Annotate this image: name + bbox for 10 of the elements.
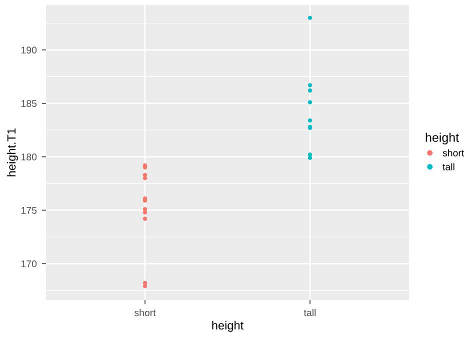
x-axis-title: height [426, 132, 459, 144]
y-tick-label: 180 [21, 154, 37, 160]
y-axis-title: height.T1 [6, 128, 18, 176]
y-tick-label: 190 [21, 46, 37, 54]
legend-title: height [212, 320, 244, 332]
legend-label: tall [442, 163, 454, 170]
legend-label: short [442, 149, 464, 156]
y-tick-label: 185 [21, 100, 37, 107]
y-tick-label: 175 [21, 207, 37, 214]
y-tick-label: 170 [21, 260, 37, 268]
